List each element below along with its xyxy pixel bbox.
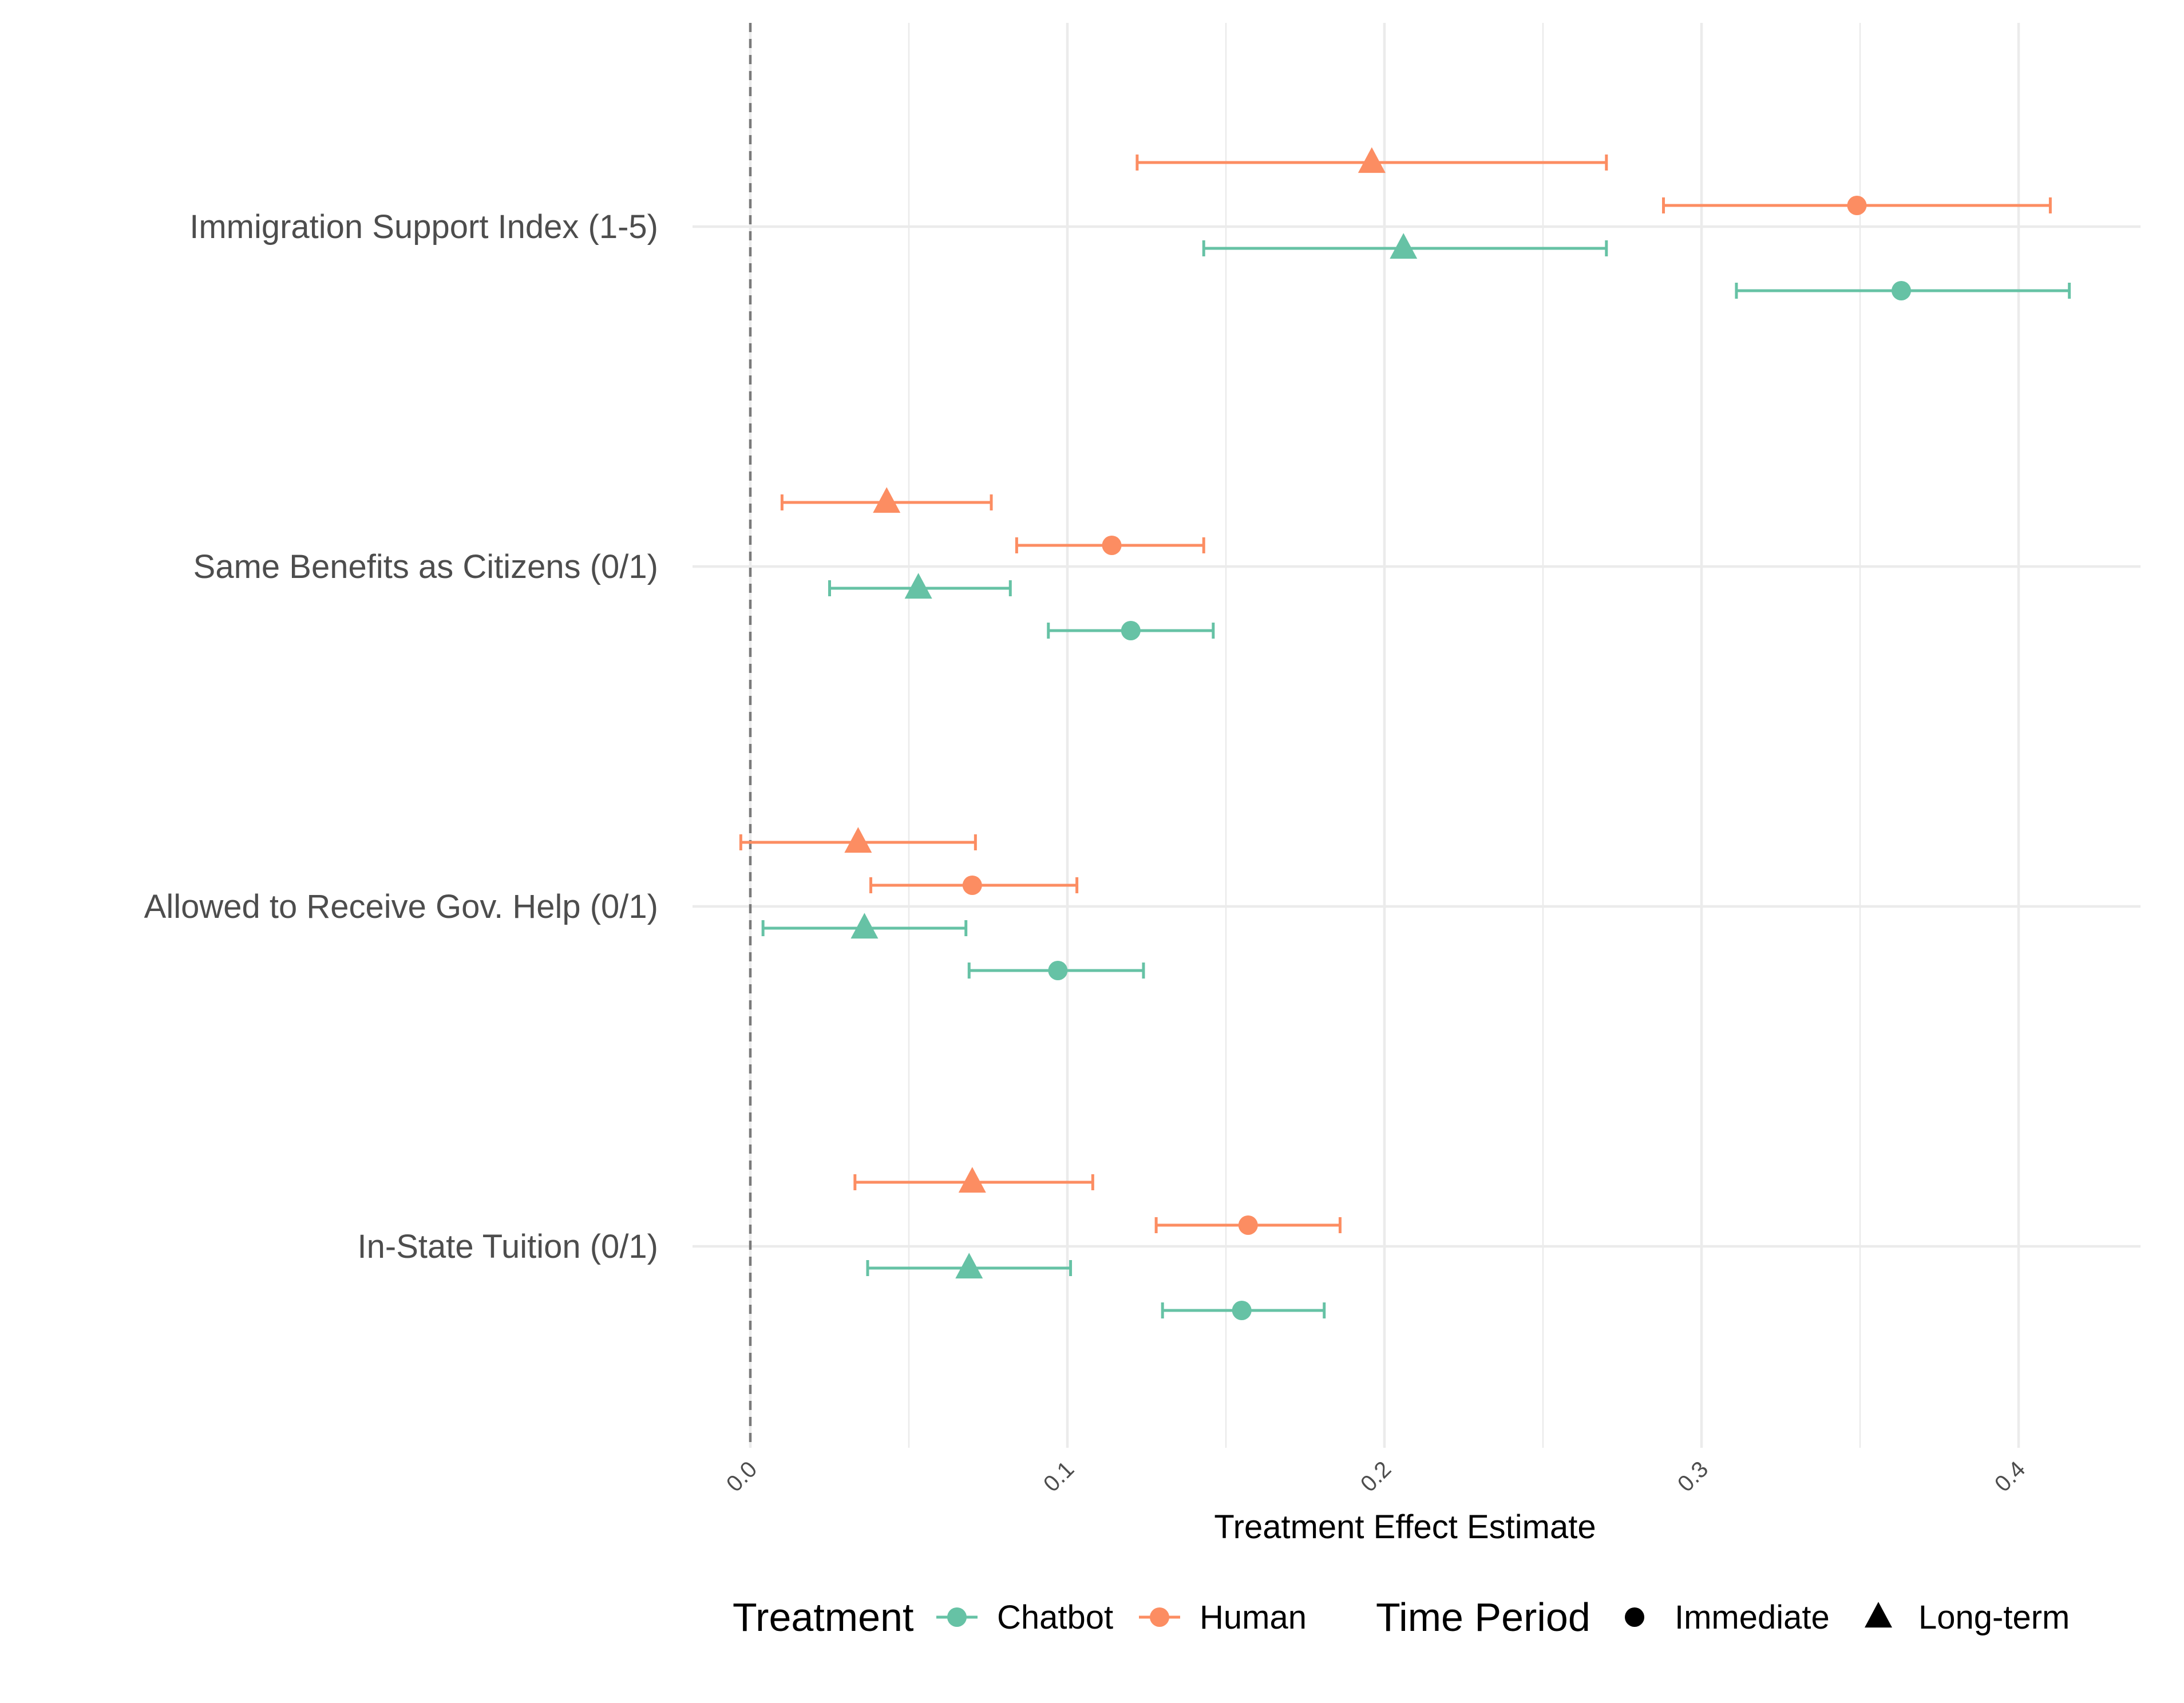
legend: Treatment Chatbot Human Time Period Immediat… xyxy=(733,1595,2070,1639)
series-human-long-term xyxy=(739,147,1608,1193)
point-estimate-circle xyxy=(1121,621,1141,640)
x-axis-tick-labels: 0.0 0.1 0.2 0.3 0.4 xyxy=(722,1456,2030,1496)
series-human-immediate xyxy=(869,196,2052,1235)
x-tick-label: 0.1 xyxy=(1039,1456,1079,1496)
legend-key-circle xyxy=(947,1607,967,1627)
point-estimate-circle xyxy=(1892,281,1912,300)
legend-title-time-period: Time Period xyxy=(1376,1595,1590,1639)
legend-key-triangle-icon xyxy=(1865,1602,1892,1628)
legend-key-circle-icon xyxy=(1625,1607,1644,1627)
y-axis-category-label: Immigration Support Index (1-5) xyxy=(189,208,658,245)
point-estimate-triangle xyxy=(1390,233,1418,259)
legend-label-long-term: Long-term xyxy=(1918,1599,2070,1636)
y-axis-category-label: Allowed to Receive Gov. Help (0/1) xyxy=(144,888,658,925)
point-estimate-triangle xyxy=(1358,147,1386,173)
point-estimate-triangle xyxy=(955,1253,983,1279)
point-estimate-circle xyxy=(1102,536,1122,555)
y-axis-category-label: In-State Tuition (0/1) xyxy=(358,1228,658,1265)
data-marks xyxy=(739,147,2071,1320)
legend-label-human: Human xyxy=(1200,1599,1307,1636)
y-axis-category-label: Same Benefits as Citizens (0/1) xyxy=(193,548,658,585)
legend-label-chatbot: Chatbot xyxy=(997,1599,1113,1636)
point-estimate-circle xyxy=(962,876,982,895)
point-estimate-circle xyxy=(1048,961,1068,980)
point-estimate-triangle xyxy=(904,573,932,599)
y-axis-labels: In-State Tuition (0/1) Allowed to Receive… xyxy=(144,208,658,1265)
point-estimate-triangle xyxy=(850,913,879,939)
x-axis-title: Treatment Effect Estimate xyxy=(1214,1508,1596,1546)
legend-key-circle xyxy=(1150,1607,1169,1627)
legend-key-human xyxy=(1139,1607,1180,1627)
x-tick-label: 0.2 xyxy=(1356,1456,1396,1496)
x-tick-label: 0.3 xyxy=(1673,1456,1713,1496)
x-tick-label: 0.0 xyxy=(722,1456,762,1496)
legend-title-treatment: Treatment xyxy=(733,1595,913,1639)
legend-label-immediate: Immediate xyxy=(1675,1599,1830,1636)
point-estimate-triangle xyxy=(958,1167,986,1193)
legend-key-chatbot xyxy=(936,1607,978,1627)
series-chatbot-immediate xyxy=(967,281,2071,1320)
point-estimate-triangle xyxy=(873,487,901,513)
point-estimate-circle xyxy=(1847,196,1867,215)
point-estimate-circle xyxy=(1232,1301,1252,1320)
point-estimate-triangle xyxy=(844,827,872,853)
point-estimate-circle xyxy=(1238,1215,1258,1235)
x-tick-label: 0.4 xyxy=(1990,1456,2030,1496)
grid xyxy=(693,23,2141,1448)
series-chatbot-long-term xyxy=(761,233,1608,1279)
